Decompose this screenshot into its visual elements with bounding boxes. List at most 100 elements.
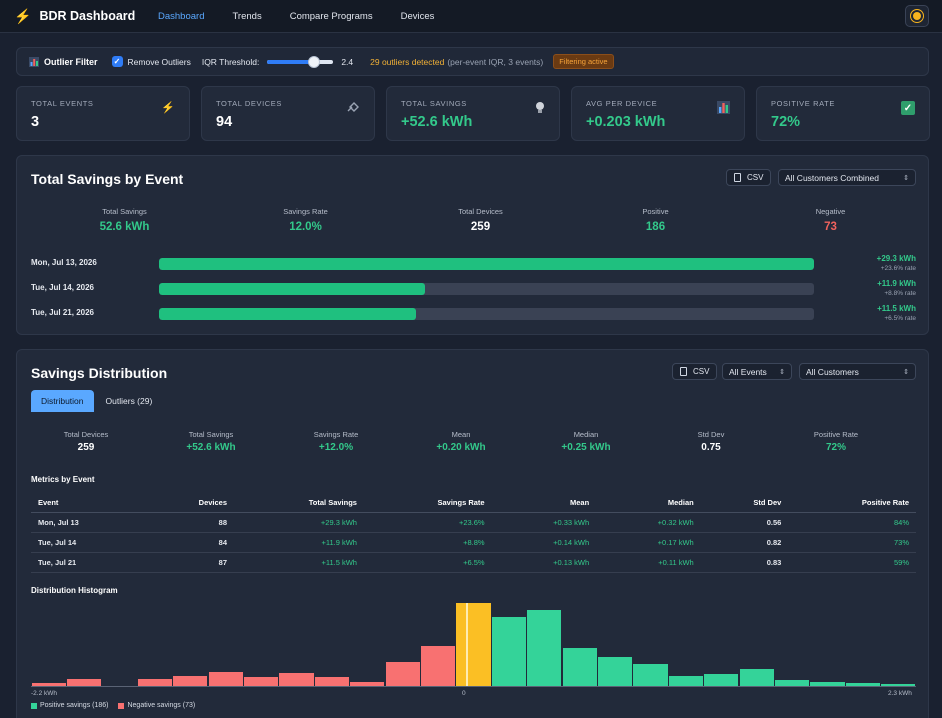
metrics-by-event-title: Metrics by Event bbox=[31, 475, 95, 484]
csv-export-button[interactable]: CSV bbox=[726, 169, 772, 186]
summary-value: 72% bbox=[825, 442, 846, 453]
legend-positive: Positive savings (186) bbox=[31, 702, 108, 709]
main-nav: Dashboard Trends Compare Programs Device… bbox=[158, 11, 462, 22]
histogram-legend: Positive savings (186) Negative savings … bbox=[31, 702, 205, 709]
summary-value: +52.6 kWh bbox=[186, 442, 236, 453]
remove-outliers-checkbox[interactable]: ✓ bbox=[111, 56, 123, 67]
histogram-bar bbox=[810, 682, 845, 686]
histogram-bar bbox=[350, 681, 385, 686]
column-header: Std Dev bbox=[700, 493, 789, 513]
stat-label: Avg Per Device bbox=[586, 99, 658, 108]
csv-label: CSV bbox=[747, 173, 764, 182]
table-cell: +0.32 kWh bbox=[596, 512, 701, 533]
event-bar-track bbox=[159, 308, 814, 320]
histogram-bar bbox=[243, 677, 279, 686]
outlier-filter-title: Outlier Filter bbox=[44, 56, 98, 67]
event-bar bbox=[159, 258, 814, 270]
histogram-bar bbox=[66, 679, 102, 686]
stat-card-total-devices: Total Devices 94 bbox=[201, 86, 375, 141]
histogram-bar bbox=[279, 672, 314, 686]
tab-outliers[interactable]: Outliers (29) bbox=[105, 396, 153, 406]
table-cell: +11.9 kWh bbox=[234, 532, 364, 553]
summary-savings-rate: Savings Rate 12.0% bbox=[218, 207, 393, 233]
summary-std-dev: Std Dev 0.75 bbox=[641, 430, 781, 453]
table-cell: +8.8% bbox=[363, 532, 492, 553]
histogram-bar bbox=[314, 676, 350, 686]
event-bar bbox=[159, 283, 425, 295]
outlier-filter-bar: Outlier Filter ✓ Remove Outliers IQR Thr… bbox=[16, 47, 929, 76]
table-cell: +29.3 kWh bbox=[234, 512, 364, 533]
table-cell: 73% bbox=[788, 532, 916, 553]
summary-value: 12.0% bbox=[289, 221, 322, 233]
tab-distribution[interactable]: Distribution bbox=[31, 390, 94, 412]
summary-value: 259 bbox=[77, 442, 95, 453]
summary-label: Total Devices bbox=[63, 430, 109, 439]
check-icon: ✓ bbox=[901, 101, 915, 115]
event-bar bbox=[159, 308, 416, 320]
customer-select[interactable]: All Customers Combined ⇕ bbox=[778, 169, 916, 186]
table-row: Tue, Jul 14 84 +11.9 kWh +8.8% +0.14 kWh… bbox=[31, 532, 916, 553]
chevron-updown-icon: ⇕ bbox=[779, 368, 785, 376]
stat-card-total-savings: Total Savings +52.6 kWh bbox=[386, 86, 560, 141]
table-cell: 59% bbox=[788, 552, 916, 573]
distribution-summary: Total Devices 259 Total Savings +52.6 kW… bbox=[31, 430, 891, 453]
summary-value: 259 bbox=[470, 221, 491, 233]
legend-swatch bbox=[118, 702, 125, 709]
customers-select[interactable]: All Customers ⇕ bbox=[799, 363, 916, 380]
histogram-bar bbox=[562, 647, 597, 686]
theme-toggle-button[interactable] bbox=[905, 5, 929, 27]
table-cell: 0.82 bbox=[700, 532, 789, 553]
summary-value: 73 bbox=[824, 221, 837, 233]
summary-label: Std Dev bbox=[697, 430, 725, 439]
stat-label: Total Devices bbox=[216, 99, 283, 108]
summary-value: 52.6 kWh bbox=[99, 221, 150, 233]
column-header: Event bbox=[31, 493, 146, 513]
column-header: Median bbox=[596, 493, 701, 513]
histogram-bar bbox=[704, 673, 739, 686]
stat-value: 3 bbox=[31, 114, 40, 130]
nav-devices[interactable]: Devices bbox=[400, 10, 435, 22]
bar-chart-icon bbox=[717, 101, 730, 114]
customers-select-value: All Customers bbox=[806, 366, 859, 377]
event-date: Tue, Jul 14, 2026 bbox=[31, 283, 94, 292]
stat-value: +52.6 kWh bbox=[401, 114, 473, 130]
csv-export-button[interactable]: CSV bbox=[672, 363, 718, 380]
histogram-title: Distribution Histogram bbox=[31, 586, 118, 595]
summary-median: Median +0.25 kWh bbox=[531, 430, 641, 453]
summary-label: Savings Rate bbox=[283, 207, 328, 216]
column-header: Positive Rate bbox=[788, 493, 916, 513]
iqr-threshold-slider[interactable] bbox=[267, 55, 334, 68]
event-row: Tue, Jul 21, 2026 +11.5 kWh +6.5% rate bbox=[31, 304, 916, 324]
event-bar-track bbox=[159, 258, 814, 270]
summary-value: +12.0% bbox=[318, 442, 354, 453]
slider-handle[interactable] bbox=[307, 55, 320, 68]
event-amount: +11.9 kWh bbox=[877, 279, 916, 288]
histogram-bar bbox=[633, 664, 668, 686]
x-axis-min-label: -2.2 kWh bbox=[31, 690, 58, 697]
column-header: Savings Rate bbox=[363, 493, 492, 513]
event-rate: +8.8% rate bbox=[884, 290, 916, 297]
brand[interactable]: ⚡ BDR Dashboard bbox=[14, 8, 154, 25]
savings-distribution-panel: Savings Distribution CSV All Events ⇕ Al… bbox=[16, 349, 929, 718]
summary-positive: Positive 186 bbox=[568, 207, 743, 233]
table-cell: 84 bbox=[145, 532, 235, 553]
table-header-row: Event Devices Total Savings Savings Rate… bbox=[31, 493, 916, 513]
nav-trends[interactable]: Trends bbox=[232, 10, 262, 22]
legend-swatch bbox=[31, 702, 37, 709]
nav-compare-programs[interactable]: Compare Programs bbox=[289, 10, 373, 22]
nav-dashboard[interactable]: Dashboard bbox=[158, 10, 205, 22]
summary-total-devices: Total Devices 259 bbox=[393, 207, 568, 233]
stat-card-total-events: Total Events 3 ⚡ bbox=[16, 86, 190, 141]
summary-label: Total Savings bbox=[102, 207, 147, 216]
events-select[interactable]: All Events ⇕ bbox=[722, 363, 792, 380]
x-axis-zero-label: 0 bbox=[462, 690, 466, 697]
iqr-threshold-label: IQR Threshold: bbox=[201, 56, 260, 67]
top-nav-bar: ⚡ BDR Dashboard Dashboard Trends Compare… bbox=[0, 0, 942, 33]
table-cell: +0.11 kWh bbox=[596, 552, 701, 573]
table-cell: Tue, Jul 21 bbox=[31, 552, 146, 573]
summary-savings-rate: Savings Rate +12.0% bbox=[281, 430, 391, 453]
customer-select-value: All Customers Combined bbox=[785, 172, 880, 183]
summary-value: 186 bbox=[645, 221, 666, 233]
summary-label: Total Savings bbox=[188, 430, 234, 439]
document-icon bbox=[680, 367, 687, 376]
